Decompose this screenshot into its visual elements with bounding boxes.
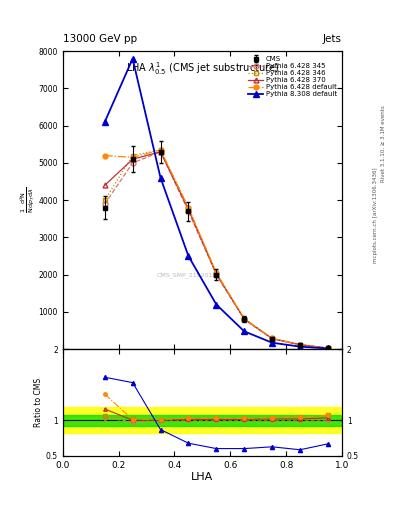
Pythia 6.428 345 xyxy=(298,342,303,348)
Pythia 8.308 default xyxy=(298,344,303,350)
Pythia 6.428 370 xyxy=(130,156,135,162)
Text: LHA $\lambda^1_{0.5}$ (CMS jet substructure): LHA $\lambda^1_{0.5}$ (CMS jet substruct… xyxy=(126,60,279,77)
Pythia 6.428 default xyxy=(298,342,303,348)
Pythia 6.428 default xyxy=(270,335,275,342)
Pythia 8.308 default xyxy=(130,56,135,62)
Pythia 6.428 370 xyxy=(298,342,303,348)
Pythia 6.428 345 xyxy=(186,208,191,215)
Pythia 8.308 default xyxy=(326,346,331,352)
Pythia 6.428 345 xyxy=(130,160,135,166)
Pythia 6.428 346 xyxy=(326,345,331,351)
Y-axis label: Ratio to CMS: Ratio to CMS xyxy=(34,378,43,427)
Pythia 6.428 370 xyxy=(186,206,191,212)
Pythia 8.308 default xyxy=(102,119,107,125)
Pythia 6.428 346 xyxy=(102,197,107,203)
Text: Rivet 3.1.10, ≥ 3.1M events: Rivet 3.1.10, ≥ 3.1M events xyxy=(381,105,386,182)
Text: mcplots.cern.ch [arXiv:1306.3436]: mcplots.cern.ch [arXiv:1306.3436] xyxy=(373,167,378,263)
Pythia 8.308 default xyxy=(214,302,219,308)
Pythia 6.428 default xyxy=(158,147,163,153)
Pythia 6.428 default xyxy=(130,154,135,160)
Pythia 6.428 370 xyxy=(214,271,219,277)
Line: Pythia 6.428 default: Pythia 6.428 default xyxy=(102,147,331,351)
Legend: CMS, Pythia 6.428 345, Pythia 6.428 346, Pythia 6.428 370, Pythia 6.428 default,: CMS, Pythia 6.428 345, Pythia 6.428 346,… xyxy=(246,55,338,99)
Pythia 6.428 default xyxy=(186,205,191,211)
X-axis label: LHA: LHA xyxy=(191,472,213,482)
Pythia 6.428 345 xyxy=(270,336,275,342)
Pythia 6.428 370 xyxy=(158,148,163,155)
Pythia 6.428 346 xyxy=(242,315,247,322)
Text: 13000 GeV pp: 13000 GeV pp xyxy=(63,33,137,44)
Pythia 6.428 370 xyxy=(242,316,247,322)
Pythia 6.428 345 xyxy=(326,345,331,351)
Pythia 6.428 370 xyxy=(326,345,331,351)
Pythia 6.428 346 xyxy=(270,335,275,342)
Pythia 8.308 default xyxy=(186,253,191,259)
Text: CMS_SMP_21920187: CMS_SMP_21920187 xyxy=(156,272,220,278)
Pythia 6.428 370 xyxy=(102,182,107,188)
Line: Pythia 6.428 346: Pythia 6.428 346 xyxy=(102,147,331,351)
Pythia 6.428 345 xyxy=(102,201,107,207)
Pythia 6.428 346 xyxy=(130,153,135,159)
Pythia 6.428 default xyxy=(214,270,219,276)
Pythia 6.428 346 xyxy=(298,342,303,348)
Pythia 8.308 default xyxy=(270,339,275,346)
Pythia 6.428 345 xyxy=(158,148,163,155)
Line: Pythia 8.308 default: Pythia 8.308 default xyxy=(102,55,331,352)
Pythia 6.428 default xyxy=(102,153,107,159)
Pythia 6.428 370 xyxy=(270,335,275,342)
Line: Pythia 6.428 370: Pythia 6.428 370 xyxy=(102,150,331,351)
Line: Pythia 6.428 345: Pythia 6.428 345 xyxy=(102,150,331,351)
Pythia 6.428 default xyxy=(242,315,247,322)
Pythia 6.428 346 xyxy=(214,270,219,276)
Pythia 6.428 346 xyxy=(186,205,191,211)
Pythia 6.428 default xyxy=(326,345,331,351)
Pythia 6.428 345 xyxy=(214,272,219,278)
Pythia 6.428 346 xyxy=(158,147,163,153)
Y-axis label: $\frac{1}{\mathrm{N}}\frac{\mathrm{d}^2\!\mathrm{N}}{\mathrm{d}p_T\mathrm{d}\lam: $\frac{1}{\mathrm{N}}\frac{\mathrm{d}^2\… xyxy=(19,187,37,214)
Pythia 8.308 default xyxy=(158,175,163,181)
Pythia 6.428 345 xyxy=(242,316,247,323)
Text: Jets: Jets xyxy=(323,33,342,44)
Pythia 8.308 default xyxy=(242,328,247,334)
